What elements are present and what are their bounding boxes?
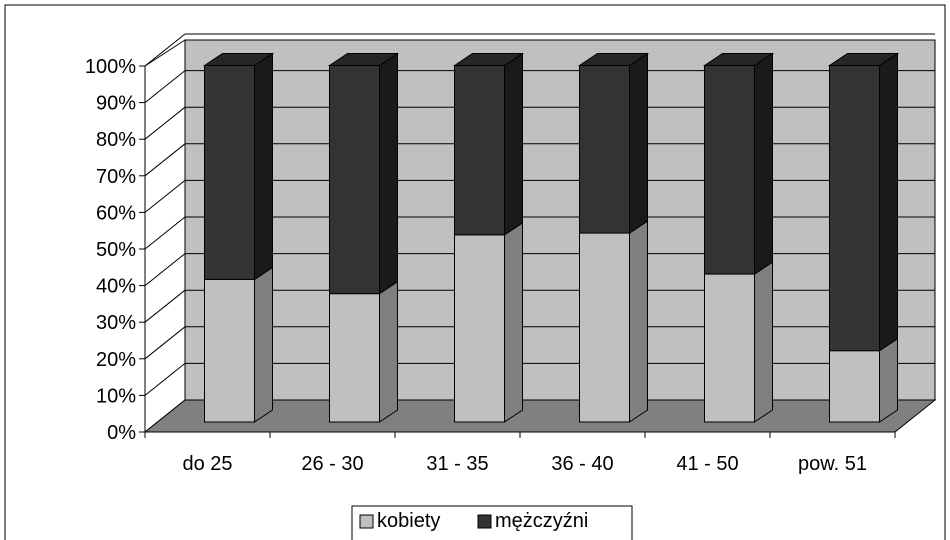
bar-side: [629, 220, 648, 423]
grid-line-side: [144, 143, 186, 177]
y-tick-label: 50%: [96, 239, 136, 261]
bar-side: [379, 52, 398, 295]
legend-swatch-kobiety: [359, 514, 374, 529]
bar-side: [629, 52, 648, 234]
x-tick-label: 41 - 50: [676, 453, 738, 475]
bar-side: [754, 52, 773, 275]
legend-label-kobiety: kobiety: [377, 510, 440, 532]
bar-kobiety: [329, 280, 398, 423]
grid-line-side: [144, 106, 186, 140]
bar-front: [204, 278, 255, 423]
grid-line-side: [144, 253, 186, 286]
bars: [202, 52, 900, 423]
x-tick-label: 31 - 35: [426, 453, 488, 475]
bar-side: [254, 52, 273, 281]
bar-front: [329, 293, 380, 423]
bar-front: [579, 65, 630, 234]
bar-kobiety: [204, 266, 273, 423]
bar-side: [754, 261, 773, 423]
bar-kobiety: [704, 261, 773, 423]
grid-line-side: [144, 180, 186, 213]
bar-mezczyzni: [327, 52, 400, 295]
x-tick-label: 36 - 40: [551, 453, 613, 475]
bar-front: [704, 65, 755, 275]
y-tick-label: 0%: [107, 422, 136, 444]
back-wall: [184, 39, 936, 401]
grid-line-side: [144, 326, 186, 360]
y-tick-label: 100%: [85, 56, 136, 78]
grid-lines: [144, 33, 935, 396]
bar-top: [327, 53, 400, 66]
bar-side: [879, 337, 898, 423]
legend: kobiety mężczyźni: [351, 505, 633, 540]
y-tick-labels: 0% 10% 20% 30% 40% 50% 60% 70% 80% 90% 100%: [85, 56, 136, 444]
bar-kobiety: [829, 337, 898, 423]
bar-top: [577, 53, 650, 66]
bar-top: [827, 53, 900, 66]
bar-mezczyzni: [702, 52, 775, 275]
x-tick-label: 26 - 30: [301, 453, 363, 475]
bar-front: [454, 234, 505, 423]
bar-front: [454, 65, 505, 236]
grid-line-side: [144, 289, 186, 323]
bar-side: [879, 52, 898, 352]
bar-front: [829, 65, 880, 352]
y-tick-label: 60%: [96, 202, 136, 224]
bar-front: [329, 65, 380, 295]
grid-line-side: [144, 216, 186, 250]
bar-side: [254, 266, 273, 423]
y-tick-label: 10%: [96, 385, 136, 407]
x-tick-label: pow. 51: [798, 453, 867, 475]
grid-line-side: [144, 363, 186, 396]
legend-box: [351, 505, 633, 540]
y-axis: [139, 65, 146, 433]
bar-side: [504, 52, 523, 236]
x-axis: [144, 431, 896, 438]
y-tick-label: 90%: [96, 93, 136, 115]
bar-front: [829, 350, 880, 423]
y-tick-label: 80%: [96, 129, 136, 151]
bar-top: [702, 53, 775, 66]
bar-mezczyzni: [577, 52, 650, 234]
bar-front: [579, 232, 630, 423]
y-tick-label: 70%: [96, 166, 136, 188]
bar-mezczyzni: [827, 52, 900, 352]
y-tick-label: 40%: [96, 276, 136, 298]
bar-front: [704, 273, 755, 423]
bar-mezczyzni: [202, 52, 275, 281]
legend-label-mezczyzni: mężczyźni: [495, 510, 588, 532]
y-tick-label: 30%: [96, 312, 136, 334]
grid-line-side: [144, 70, 186, 103]
bar-kobiety: [579, 220, 648, 423]
bar-side: [504, 221, 523, 423]
bar-mezczyzni: [452, 52, 525, 236]
x-tick-label: do 25: [182, 453, 232, 475]
grid-line-side: [144, 33, 186, 67]
bar-side: [379, 280, 398, 423]
x-tick-labels: do 25 26 - 30 31 - 35 36 - 40 41 - 50 pow. 51: [182, 453, 867, 475]
bar-kobiety: [454, 221, 523, 423]
legend-swatch-mezczyzni: [477, 514, 492, 529]
side-wall: [144, 39, 186, 434]
bar-front: [204, 65, 255, 280]
bar-top: [452, 53, 525, 66]
bar-top: [202, 53, 275, 66]
y-tick-label: 20%: [96, 349, 136, 371]
